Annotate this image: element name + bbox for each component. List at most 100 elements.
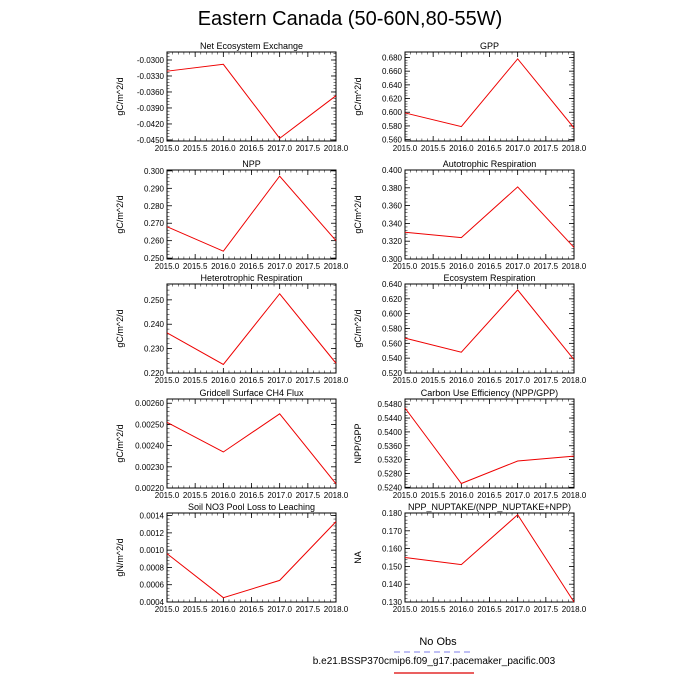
x-tick-label: 2018.0 <box>562 491 587 500</box>
x-tick-label: 2016.5 <box>239 491 264 500</box>
y-tick-label: 0.360 <box>382 202 403 211</box>
x-tick-label: 2017.5 <box>296 262 321 271</box>
y-tick-label: 0.5280 <box>378 469 403 478</box>
series-line <box>404 407 575 485</box>
x-tick-label: 2016.5 <box>239 144 264 153</box>
y-tick-label: 0.00240 <box>135 442 164 451</box>
x-tick-label: 2015.5 <box>183 262 208 271</box>
y-tick-label: 0.280 <box>144 202 165 211</box>
panel-title: NPP_NUPTAKE/(NPP_NUPTAKE+NPP) <box>408 502 571 512</box>
x-tick-label: 2015.5 <box>421 144 446 153</box>
y-tick-label: 0.540 <box>382 354 403 363</box>
x-tick-label: 2015.0 <box>155 262 180 271</box>
x-tick-label: 2016.0 <box>211 605 236 614</box>
series-line <box>404 186 575 248</box>
x-tick-label: 2015.5 <box>183 144 208 153</box>
plot-frame <box>404 169 575 260</box>
x-tick-label: 2017.0 <box>505 605 530 614</box>
x-tick-label: 2015.0 <box>393 605 418 614</box>
x-tick-label: 2015.5 <box>183 376 208 385</box>
plot-frame <box>166 398 337 489</box>
x-tick-label: 2016.5 <box>239 262 264 271</box>
x-tick-label: 2017.0 <box>267 376 292 385</box>
y-tick-label: 0.170 <box>382 527 403 536</box>
x-tick-label: 2015.5 <box>183 605 208 614</box>
y-tick-label: 0.400 <box>382 166 403 175</box>
page-title: Eastern Canada (50-60N,80-55W) <box>197 8 503 30</box>
y-tick-label: 0.560 <box>382 136 403 145</box>
y-tick-label: 0.620 <box>382 295 403 304</box>
y-tick-label: 0.380 <box>382 184 403 193</box>
series-line <box>166 63 337 140</box>
x-tick-label: 2017.0 <box>267 491 292 500</box>
y-tick-label: -0.0300 <box>137 56 165 65</box>
x-tick-label: 2018.0 <box>324 376 349 385</box>
y-tick-label: 0.5320 <box>378 456 403 465</box>
y-tick-label: 0.00220 <box>135 484 164 493</box>
x-tick-label: 2017.0 <box>267 144 292 153</box>
x-tick-label: 2016.0 <box>449 376 474 385</box>
y-tick-label: 0.00250 <box>135 420 164 429</box>
x-tick-label: 2016.0 <box>211 491 236 500</box>
y-tick-label: -0.0390 <box>137 104 165 113</box>
y-tick-label: 0.130 <box>382 598 403 607</box>
y-tick-label: 0.140 <box>382 580 403 589</box>
panel-title: GPP <box>480 41 499 51</box>
x-tick-label: 2018.0 <box>324 605 349 614</box>
x-tick-label: 2017.0 <box>505 491 530 500</box>
y-tick-label: -0.0450 <box>137 136 165 145</box>
y-tick-label: 0.560 <box>382 339 403 348</box>
y-axis-label: gN/m^2/d <box>115 538 125 576</box>
x-tick-label: 2015.5 <box>421 376 446 385</box>
x-tick-label: 2018.0 <box>324 144 349 153</box>
x-tick-label: 2015.0 <box>155 376 180 385</box>
panel-6: Ecosystem Respiration gC/m^2/d 2015.0 2015.… <box>353 273 587 385</box>
x-tick-label: 2015.0 <box>155 491 180 500</box>
x-tick-label: 2016.5 <box>239 376 264 385</box>
y-tick-label: 0.660 <box>382 67 403 76</box>
x-tick-label: 2016.5 <box>477 262 502 271</box>
y-axis-label: gC/m^2/d <box>353 77 363 115</box>
panel-8: Carbon Use Efficiency (NPP/GPP) NPP/GPP 20… <box>353 388 587 500</box>
x-tick-label: 2017.5 <box>534 491 559 500</box>
y-tick-label: 0.0008 <box>140 563 165 572</box>
y-tick-label: 0.5440 <box>378 414 403 423</box>
series-line <box>404 289 575 360</box>
x-tick-label: 2018.0 <box>562 262 587 271</box>
y-tick-label: 0.5400 <box>378 428 403 437</box>
x-tick-label: 2016.0 <box>449 605 474 614</box>
y-axis-label: gC/m^2/d <box>115 195 125 233</box>
x-tick-label: 2015.0 <box>155 144 180 153</box>
x-tick-label: 2016.0 <box>449 491 474 500</box>
series-line <box>166 175 337 252</box>
x-tick-label: 2018.0 <box>562 376 587 385</box>
x-tick-label: 2017.5 <box>534 144 559 153</box>
y-tick-label: 0.0004 <box>140 598 165 607</box>
panel-title: Net Ecosystem Exchange <box>200 41 303 51</box>
y-tick-label: 0.5240 <box>378 483 403 492</box>
panel-title: NPP <box>242 159 261 169</box>
y-tick-label: 0.0014 <box>140 512 165 521</box>
y-tick-label: 0.5360 <box>378 442 403 451</box>
series-line <box>404 58 575 129</box>
panel-1: Net Ecosystem Exchange gC/m^2/d 2015.0 2015… <box>115 41 349 153</box>
y-tick-label: 0.620 <box>382 95 403 104</box>
y-tick-label: 0.640 <box>382 280 403 289</box>
x-tick-label: 2015.0 <box>393 144 418 153</box>
y-tick-label: -0.0330 <box>137 72 165 81</box>
y-tick-label: 0.160 <box>382 545 403 554</box>
y-tick-label: 0.250 <box>144 296 165 305</box>
legend-obs-label: No Obs <box>419 636 457 648</box>
y-axis-label: NA <box>353 551 363 564</box>
x-tick-label: 2016.5 <box>239 605 264 614</box>
x-tick-label: 2015.0 <box>393 262 418 271</box>
plot-frame <box>166 51 337 142</box>
y-tick-label: 0.00230 <box>135 463 164 472</box>
x-tick-label: 2017.5 <box>296 491 321 500</box>
series-line <box>404 514 575 603</box>
y-tick-label: 0.520 <box>382 369 403 378</box>
x-tick-label: 2017.0 <box>505 376 530 385</box>
x-tick-label: 2017.5 <box>534 262 559 271</box>
